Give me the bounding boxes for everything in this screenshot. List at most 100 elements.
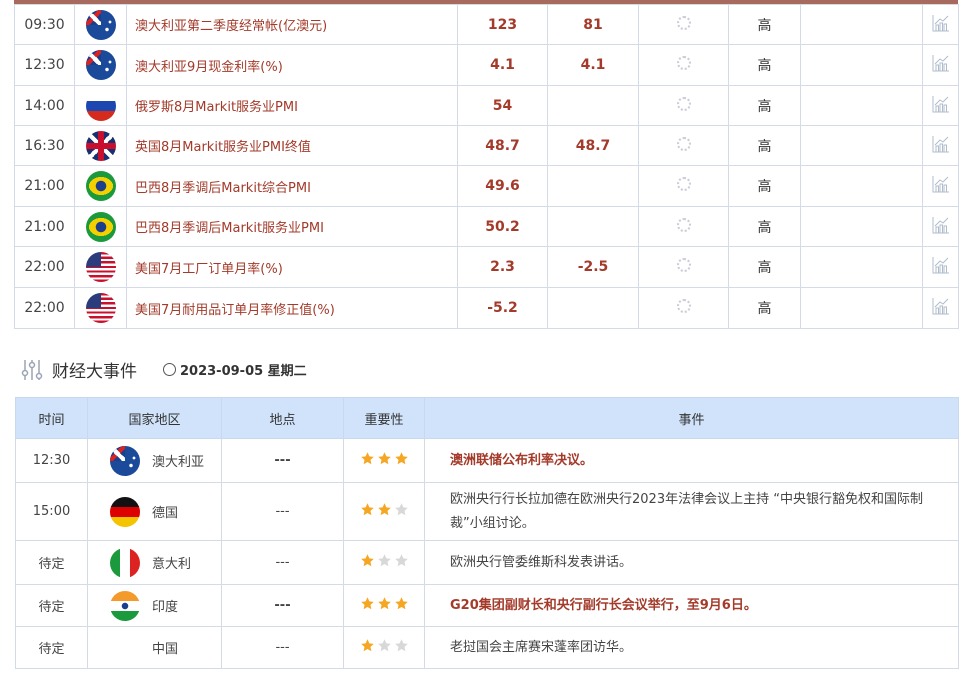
chart-icon[interactable] bbox=[931, 53, 951, 73]
chart-cell[interactable] bbox=[922, 4, 959, 45]
header-event: 事件 bbox=[424, 397, 959, 439]
forecast-value bbox=[547, 165, 639, 207]
sliders-icon bbox=[21, 359, 43, 380]
empty-cell bbox=[800, 206, 923, 247]
indicator-name[interactable]: 美国7月工厂订单月率(%) bbox=[126, 246, 458, 288]
star-icon bbox=[377, 503, 391, 516]
star-icon bbox=[360, 503, 374, 516]
section-title: 财经大事件 bbox=[52, 362, 137, 382]
country-name: 澳大利亚 bbox=[152, 455, 205, 470]
actual-value bbox=[638, 4, 729, 45]
event-description: 老挝国会主席赛宋蓬率团访华。 bbox=[424, 626, 959, 669]
indicator-name[interactable]: 巴西8月季调后Markit服务业PMI bbox=[126, 206, 458, 247]
economic-calendar-table: 09:30 澳大利亚第二季度经常帐(亿澳元) 123 81 高 12:30 澳大… bbox=[14, 4, 959, 329]
loading-spinner-icon bbox=[676, 96, 691, 111]
chart-cell[interactable] bbox=[922, 246, 959, 288]
event-time: 12:30 bbox=[15, 438, 88, 483]
time: 16:30 bbox=[14, 125, 75, 166]
actual-value bbox=[638, 125, 729, 166]
location: --- bbox=[221, 626, 344, 669]
previous-value: 54 bbox=[457, 85, 548, 126]
country-name: 德国 bbox=[152, 506, 179, 521]
chart-icon[interactable] bbox=[931, 255, 951, 275]
importance: 高 bbox=[728, 85, 801, 126]
chart-cell[interactable] bbox=[922, 44, 959, 86]
calendar-row: 22:00 美国7月耐用品订单月率修正值(%) -5.2 高 bbox=[14, 287, 959, 329]
empty-cell bbox=[800, 85, 923, 126]
indicator-name[interactable]: 澳大利亚9月现金利率(%) bbox=[126, 44, 458, 86]
brazil-flag-icon bbox=[85, 171, 116, 201]
indicator-name[interactable]: 英国8月Markit服务业PMI终值 bbox=[126, 125, 458, 166]
forecast-value bbox=[547, 85, 639, 126]
uk-flag-icon bbox=[85, 130, 116, 161]
forecast-value: -2.5 bbox=[547, 246, 639, 288]
clock-icon bbox=[163, 363, 176, 376]
indicator-name[interactable]: 俄罗斯8月Markit服务业PMI bbox=[126, 85, 458, 126]
chart-cell[interactable] bbox=[922, 287, 959, 329]
event-time: 15:00 bbox=[15, 482, 88, 541]
empty-cell bbox=[800, 165, 923, 207]
star-icon bbox=[377, 452, 391, 465]
time: 21:00 bbox=[14, 165, 75, 207]
star-icon bbox=[360, 597, 374, 610]
location: --- bbox=[221, 438, 344, 483]
chart-icon[interactable] bbox=[931, 174, 951, 194]
chart-icon[interactable] bbox=[931, 134, 951, 154]
flag-cell bbox=[74, 44, 127, 86]
importance: 高 bbox=[728, 125, 801, 166]
flag-cell bbox=[74, 165, 127, 207]
header-location: 地点 bbox=[221, 397, 344, 439]
chart-cell[interactable] bbox=[922, 125, 959, 166]
indicator-name[interactable]: 澳大利亚第二季度经常帐(亿澳元) bbox=[126, 4, 458, 45]
chart-cell[interactable] bbox=[922, 85, 959, 126]
chart-icon[interactable] bbox=[931, 13, 951, 33]
india-flag-icon bbox=[110, 590, 140, 621]
event-time: 待定 bbox=[15, 626, 88, 669]
event-description: 澳洲联储公布利率决议。 bbox=[424, 438, 959, 483]
loading-spinner-icon bbox=[676, 177, 691, 191]
previous-value: 4.1 bbox=[457, 44, 548, 86]
importance-stars bbox=[343, 626, 425, 669]
events-table: 时间 国家地区 地点 重要性 事件 12:30 澳大利亚 --- 澳洲联储公布利… bbox=[15, 397, 959, 669]
country-name: 印度 bbox=[152, 600, 179, 615]
forecast-value: 48.7 bbox=[547, 125, 639, 166]
australia-flag-icon bbox=[85, 50, 116, 80]
star-icon bbox=[377, 597, 391, 610]
star-icon bbox=[394, 452, 408, 465]
flag-cell bbox=[74, 4, 127, 45]
event-row: 待定 印度 --- G20集团副财长和央行副行长会议举行，至9月6日。 bbox=[15, 584, 959, 627]
chart-cell[interactable] bbox=[922, 206, 959, 247]
loading-spinner-icon bbox=[676, 258, 691, 272]
flag-cell bbox=[74, 246, 127, 288]
location: --- bbox=[221, 584, 344, 627]
indicator-name[interactable]: 美国7月耐用品订单月率修正值(%) bbox=[126, 287, 458, 329]
event-row: 12:30 澳大利亚 --- 澳洲联储公布利率决议。 bbox=[15, 438, 959, 483]
chart-icon[interactable] bbox=[931, 296, 951, 316]
previous-value: 48.7 bbox=[457, 125, 548, 166]
importance: 高 bbox=[728, 44, 801, 86]
indicator-name[interactable]: 巴西8月季调后Markit综合PMI bbox=[126, 165, 458, 207]
empty-cell bbox=[800, 287, 923, 329]
australia-flag-icon bbox=[110, 445, 140, 476]
importance-stars bbox=[343, 584, 425, 627]
star-icon bbox=[360, 452, 374, 465]
location: --- bbox=[221, 540, 344, 585]
chart-cell[interactable] bbox=[922, 165, 959, 207]
loading-spinner-icon bbox=[676, 15, 691, 30]
empty-cell bbox=[800, 125, 923, 166]
event-row: 待定 中国 --- 老挝国会主席赛宋蓬率团访华。 bbox=[15, 626, 959, 669]
importance-stars bbox=[343, 540, 425, 585]
chart-icon[interactable] bbox=[931, 94, 951, 114]
australia-flag-icon bbox=[85, 9, 116, 40]
loading-spinner-icon bbox=[676, 56, 691, 70]
actual-value bbox=[638, 85, 729, 126]
calendar-row: 21:00 巴西8月季调后Markit综合PMI 49.6 高 bbox=[14, 165, 959, 207]
usa-flag-icon bbox=[85, 293, 116, 323]
star-icon bbox=[377, 554, 391, 567]
time: 09:30 bbox=[14, 4, 75, 45]
importance: 高 bbox=[728, 287, 801, 329]
actual-value bbox=[638, 165, 729, 207]
importance-stars bbox=[343, 482, 425, 541]
calendar-row: 16:30 英国8月Markit服务业PMI终值 48.7 48.7 高 bbox=[14, 125, 959, 166]
chart-icon[interactable] bbox=[931, 215, 951, 235]
